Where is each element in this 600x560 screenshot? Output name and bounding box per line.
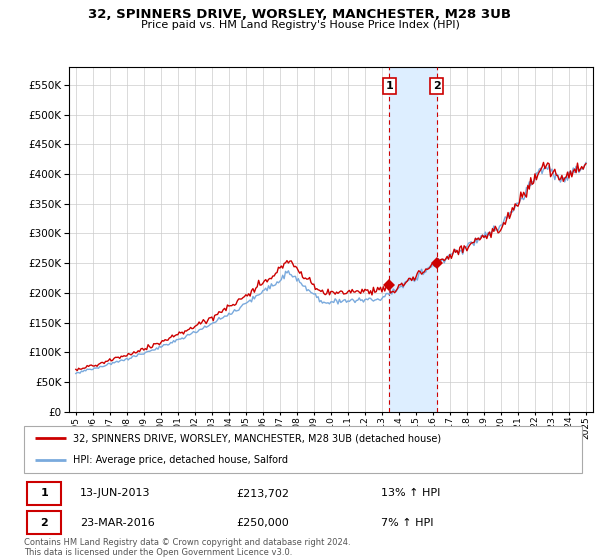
- Bar: [27, 482, 61, 505]
- Text: 1: 1: [40, 488, 48, 498]
- Text: Price paid vs. HM Land Registry's House Price Index (HPI): Price paid vs. HM Land Registry's House …: [140, 20, 460, 30]
- Text: 2: 2: [433, 81, 440, 91]
- Text: 13-JUN-2013: 13-JUN-2013: [80, 488, 151, 498]
- Text: 13% ↑ HPI: 13% ↑ HPI: [381, 488, 440, 498]
- Text: 32, SPINNERS DRIVE, WORSLEY, MANCHESTER, M28 3UB: 32, SPINNERS DRIVE, WORSLEY, MANCHESTER,…: [89, 8, 511, 21]
- Text: £250,000: £250,000: [236, 518, 289, 528]
- Text: 1: 1: [386, 81, 393, 91]
- Text: 7% ↑ HPI: 7% ↑ HPI: [381, 518, 434, 528]
- Text: 23-MAR-2016: 23-MAR-2016: [80, 518, 155, 528]
- Text: £213,702: £213,702: [236, 488, 289, 498]
- Text: HPI: Average price, detached house, Salford: HPI: Average price, detached house, Salf…: [73, 455, 288, 465]
- Bar: [27, 511, 61, 534]
- Text: 32, SPINNERS DRIVE, WORSLEY, MANCHESTER, M28 3UB (detached house): 32, SPINNERS DRIVE, WORSLEY, MANCHESTER,…: [73, 433, 441, 444]
- Text: 2: 2: [40, 518, 48, 528]
- Text: Contains HM Land Registry data © Crown copyright and database right 2024.
This d: Contains HM Land Registry data © Crown c…: [24, 538, 350, 557]
- Bar: [389, 67, 437, 412]
